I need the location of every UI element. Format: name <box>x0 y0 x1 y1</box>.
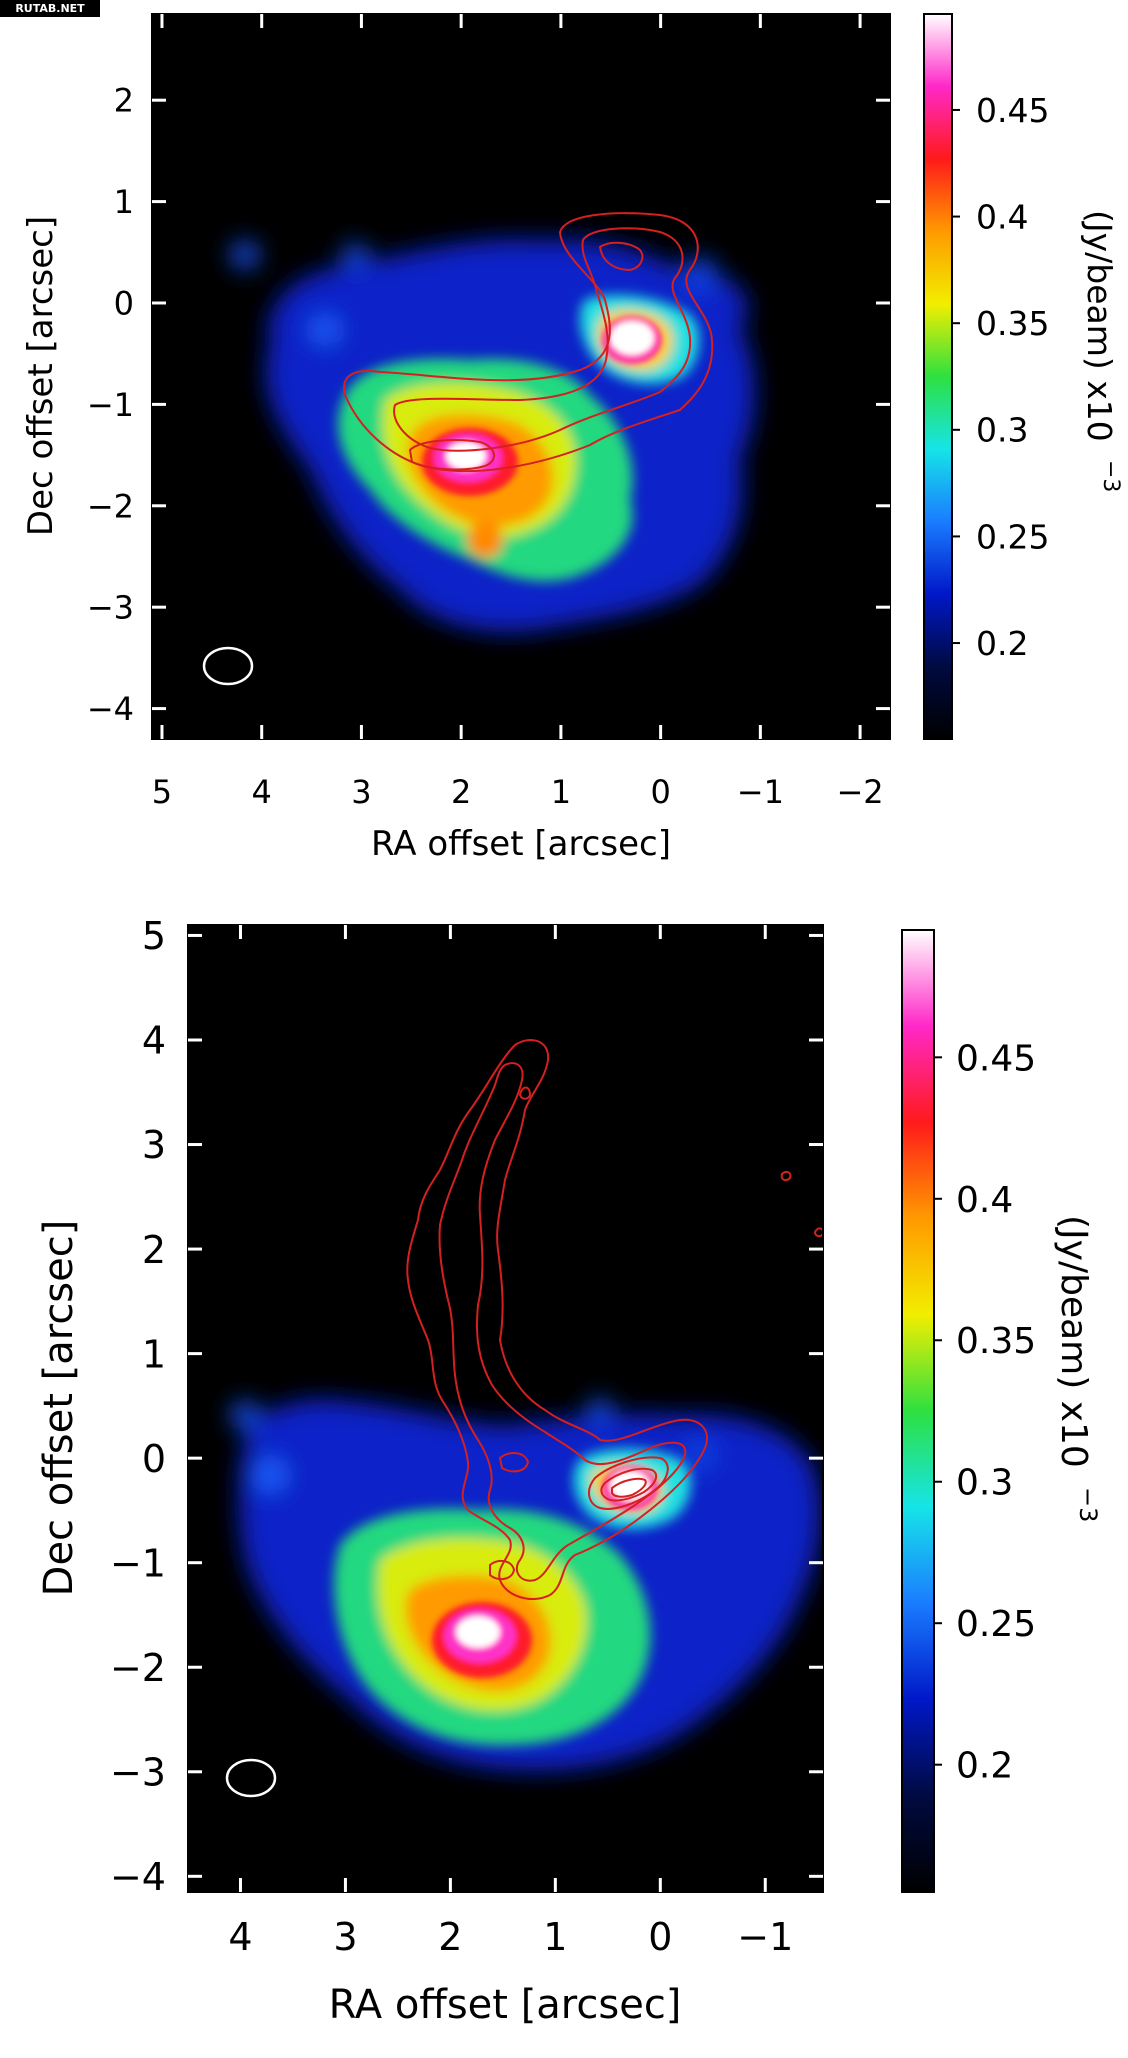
colorbar-tick-label: 0.2 <box>956 1746 1013 1787</box>
y-tick-label: 2 <box>114 82 134 120</box>
colorbar-ticks: 0.2 0.25 0.3 0.35 0.4 0.45 <box>934 1038 1036 1787</box>
axis-ticks: 5 4 3 2 1 0 −1 −2 2 1 0 −1 −2 −3 −4 <box>87 14 890 811</box>
x-tick-label: −1 <box>737 1915 793 1959</box>
panel-top: 5 4 3 2 1 0 −1 −2 2 1 0 −1 −2 −3 −4 RA offset [arcsec]… <box>21 13 1123 864</box>
y-tick-label: −1 <box>110 1541 166 1585</box>
x-tick-label: 4 <box>228 1915 252 1959</box>
colorbar <box>901 929 935 1893</box>
colorbar-title: (Jy/beam) x10 −3 <box>1080 210 1123 492</box>
y-axis-label: Dec offset [arcsec] <box>21 216 61 536</box>
y-tick-label: −3 <box>87 589 134 627</box>
y-tick-label: 3 <box>142 1123 166 1167</box>
y-tick-label: 2 <box>142 1228 166 1272</box>
y-tick-label: 4 <box>142 1019 166 1063</box>
colorbar-tick-label: 0.2 <box>976 624 1028 663</box>
colorbar-tick-label: 0.4 <box>956 1180 1013 1221</box>
beam-ellipse <box>202 646 254 686</box>
plot-frame <box>187 924 824 1893</box>
x-tick-label: 2 <box>438 1915 462 1959</box>
x-axis-label: RA offset [arcsec] <box>329 1982 682 2028</box>
colorbar-tick-label: 0.4 <box>976 197 1028 236</box>
colorbar-exponent: −3 <box>1074 1487 1102 1522</box>
x-tick-label: 0 <box>650 773 670 811</box>
x-tick-label: −2 <box>836 773 883 811</box>
colorbar-tick-label: 0.45 <box>956 1038 1036 1079</box>
contour-lines <box>343 212 714 473</box>
colorbar-tick-label: 0.45 <box>976 91 1049 130</box>
x-tick-label: 1 <box>543 1915 567 1959</box>
emission-cores <box>432 1466 658 1678</box>
colorbar-tick-label: 0.3 <box>976 411 1028 450</box>
colorbar-tick-label: 0.25 <box>956 1604 1036 1645</box>
contour-lines <box>406 1039 823 1600</box>
x-tick-label: 0 <box>648 1915 672 1959</box>
y-tick-label: −3 <box>110 1750 166 1794</box>
colorbar-label: (Jy/beam) x10 <box>1080 210 1119 442</box>
y-tick-label: −4 <box>87 690 134 728</box>
y-tick-label: −4 <box>110 1855 166 1899</box>
y-tick-label: 0 <box>114 285 134 323</box>
colorbar-ticks: 0.2 0.25 0.3 0.35 0.4 0.45 <box>952 91 1049 663</box>
axis-ticks: 4 3 2 1 0 −1 5 4 3 2 1 0 −1 −2 −3 −4 <box>110 914 823 1959</box>
colorbar-tick-label: 0.35 <box>976 304 1049 343</box>
colorbar-exponent: −3 <box>1098 460 1123 492</box>
plot-frame <box>151 13 891 740</box>
x-tick-label: 4 <box>252 773 272 811</box>
y-tick-label: 0 <box>142 1437 166 1481</box>
x-tick-label: 3 <box>333 1915 357 1959</box>
y-tick-label: −1 <box>87 386 134 424</box>
colorbar-title: (Jy/beam) x10 −3 <box>1053 1215 1102 1522</box>
x-tick-label: 3 <box>351 773 371 811</box>
x-tick-label: 1 <box>551 773 571 811</box>
y-tick-label: 1 <box>142 1332 166 1376</box>
emission-cores <box>422 316 662 496</box>
x-tick-label: −1 <box>737 773 784 811</box>
intensity-map <box>202 212 755 686</box>
colorbar-label: (Jy/beam) x10 <box>1053 1215 1094 1468</box>
x-axis-label: RA offset [arcsec] <box>371 824 671 864</box>
x-tick-label: 2 <box>451 773 471 811</box>
x-tick-label: 5 <box>152 773 172 811</box>
beam-ellipse <box>225 1758 277 1798</box>
colorbar-tick-label: 0.35 <box>956 1321 1036 1362</box>
panel-bottom: 4 3 2 1 0 −1 5 4 3 2 1 0 −1 −2 −3 −4 RA offset [arcsec]… <box>36 914 1102 2028</box>
y-tick-label: −2 <box>87 487 134 525</box>
colorbar-tick-label: 0.25 <box>976 517 1049 556</box>
colorbar-tick-label: 0.3 <box>956 1463 1013 1504</box>
colorbar <box>923 13 953 740</box>
y-tick-label: −2 <box>110 1646 166 1690</box>
y-tick-label: 1 <box>114 183 134 221</box>
y-tick-label: 5 <box>142 914 166 958</box>
intensity-map <box>225 1039 823 1798</box>
y-axis-label: Dec offset [arcsec] <box>36 1220 82 1597</box>
watermark-badge: RUTAB.NET <box>0 0 100 17</box>
